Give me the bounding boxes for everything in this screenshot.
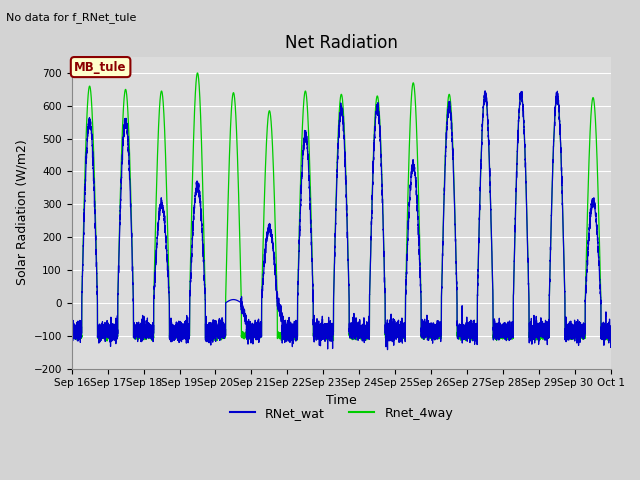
RNet_wat: [383, 347, 391, 352]
Text: No data for f_RNet_tule: No data for f_RNet_tule: [6, 12, 137, 23]
Rnet_4way: [103, 338, 111, 344]
RNet_wat: [323, 330, 331, 336]
Text: MB_tule: MB_tule: [74, 60, 127, 73]
Rnet_4way: [607, 332, 615, 338]
Rnet_4way: [477, 152, 485, 158]
RNet_wat: [68, 323, 76, 329]
RNet_wat: [584, 240, 592, 246]
Legend: RNet_wat, Rnet_4way: RNet_wat, Rnet_4way: [225, 402, 458, 425]
Rnet_4way: [462, 335, 470, 340]
RNet_wat: [477, 158, 485, 164]
RNet_wat: [607, 330, 615, 336]
Rnet_4way: [68, 332, 76, 338]
Title: Net Radiation: Net Radiation: [285, 34, 398, 52]
X-axis label: Time: Time: [326, 394, 356, 407]
Y-axis label: Solar Radiation (W/m2): Solar Radiation (W/m2): [15, 140, 28, 286]
Rnet_4way: [578, 331, 586, 337]
Line: RNet_wat: RNet_wat: [72, 91, 611, 349]
Rnet_4way: [194, 70, 202, 76]
RNet_wat: [578, 324, 586, 330]
Rnet_4way: [252, 331, 259, 336]
Rnet_4way: [323, 333, 331, 338]
RNet_wat: [251, 327, 259, 333]
RNet_wat: [481, 88, 489, 94]
Line: Rnet_4way: Rnet_4way: [72, 73, 611, 341]
Rnet_4way: [584, 175, 592, 181]
RNet_wat: [462, 333, 470, 338]
